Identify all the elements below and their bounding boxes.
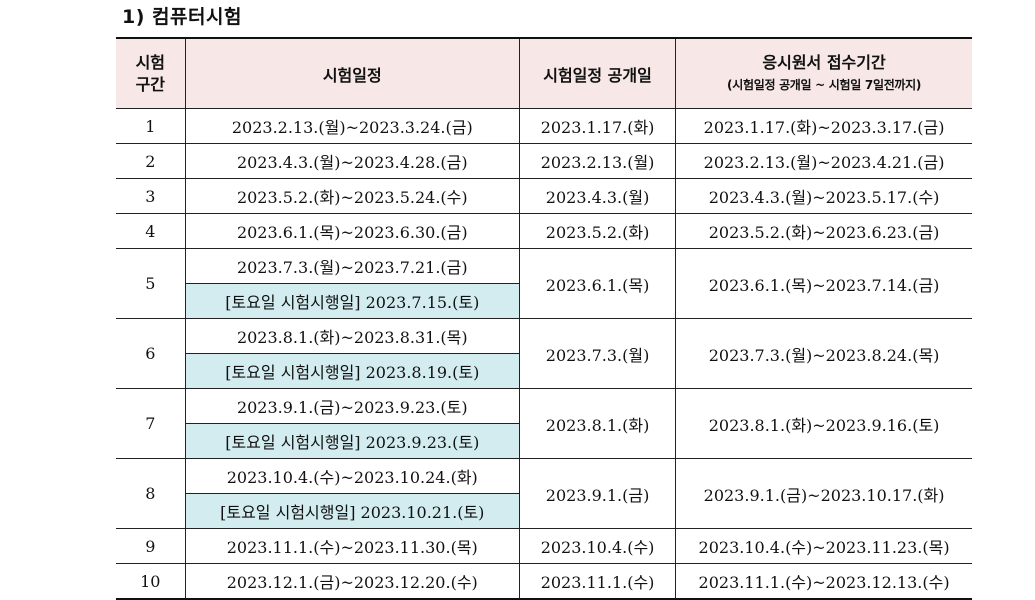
exam-schedule-cell: 2023.6.1.(목)~2023.6.30.(금) [184, 213, 520, 249]
table-row-saturday: [토요일 시험시행일] 2023.10.21.(토) [116, 493, 972, 529]
table-row: 8 2023.10.4.(수)~2023.10.24.(화) 2023.9.1.(금… [116, 458, 972, 529]
application-period-cell: 2023.10.4.(수)~2023.11.23.(목) [675, 528, 972, 564]
application-period-cell: 2023.1.17.(화)~2023.3.17.(금) [675, 108, 972, 144]
schedule-open-date-cell: 2023.10.4.(수) [518, 528, 677, 564]
table-row: 6 2023.8.1.(화)~2023.8.31.(목) 2023.7.3.(월) 2… [116, 318, 972, 389]
period-number-cell: 4 [116, 213, 186, 249]
header-exam-period: 시험 구간 [116, 37, 186, 109]
table-row-saturday: [토요일 시험시행일] 2023.9.23.(토) [116, 423, 972, 459]
exam-schedule-cell: 2023.5.2.(화)~2023.5.24.(수) [184, 178, 520, 214]
schedule-open-date-cell: 2023.1.17.(화) [518, 108, 677, 144]
schedule-open-date-cell: 2023.2.13.(월) [518, 143, 677, 179]
header-application-period: 응시원서 접수기간 (시험일정 공개일 ~ 시험일 7일전까지) [675, 37, 972, 109]
period-number-cell: 6 [116, 318, 186, 389]
table-row-saturday: [토요일 시험시행일] 2023.8.19.(토) [116, 353, 972, 389]
section-title: 1) 컴퓨터시험 [122, 6, 242, 28]
table-row: 10 2023.12.1.(금)~2023.12.20.(수) 2023.11.1.… [116, 563, 972, 600]
exam-schedule-cell: 2023.2.13.(월)~2023.3.24.(금) [184, 108, 520, 144]
application-period-cell: 2023.7.3.(월)~2023.8.24.(목) [675, 318, 972, 389]
saturday-exam-cell: [토요일 시험시행일] 2023.10.21.(토) [185, 493, 520, 529]
schedule-open-date-cell: 2023.11.1.(수) [518, 563, 677, 600]
application-period-cell: 2023.11.1.(수)~2023.12.13.(수) [675, 563, 972, 600]
schedule-open-date-cell: 2023.6.1.(목) [518, 248, 677, 319]
exam-schedule-cell: 2023.12.1.(금)~2023.12.20.(수) [184, 563, 520, 600]
period-number-cell: 2 [116, 143, 186, 179]
table-row: 3 2023.5.2.(화)~2023.5.24.(수) 2023.4.3.(월) 2… [116, 178, 972, 214]
application-period-cell: 2023.8.1.(화)~2023.9.16.(토) [675, 388, 972, 459]
table-row: 5 2023.7.3.(월)~2023.7.21.(금) 2023.6.1.(목) 2… [116, 248, 972, 319]
schedule-open-date-cell: 2023.5.2.(화) [518, 213, 677, 249]
exam-schedule-cell: 2023.10.4.(수)~2023.10.24.(화) [184, 458, 520, 494]
saturday-exam-cell: [토요일 시험시행일] 2023.7.15.(토) [185, 283, 520, 319]
header-exam-schedule: 시험일정 [184, 37, 520, 109]
header-exam-period-line2: 구간 [135, 74, 166, 94]
application-period-cell: 2023.5.2.(화)~2023.6.23.(금) [675, 213, 972, 249]
schedule-open-date-cell: 2023.9.1.(금) [518, 458, 677, 529]
period-number-cell: 9 [116, 528, 186, 564]
header-application-period-line2: (시험일정 공개일 ~ 시험일 7일전까지) [727, 77, 922, 92]
table-row: 7 2023.9.1.(금)~2023.9.23.(토) 2023.8.1.(화) 2… [116, 388, 972, 459]
application-period-cell: 2023.2.13.(월)~2023.4.21.(금) [675, 143, 972, 179]
period-number-cell: 1 [116, 108, 186, 144]
table-row: 2 2023.4.3.(월)~2023.4.28.(금) 2023.2.13.(월)… [116, 143, 972, 179]
table-row: 4 2023.6.1.(목)~2023.6.30.(금) 2023.5.2.(화) 2… [116, 213, 972, 249]
exam-schedule-cell: 2023.7.3.(월)~2023.7.21.(금) [184, 248, 520, 284]
period-number-cell: 8 [116, 458, 186, 529]
period-number-cell: 10 [116, 563, 186, 600]
exam-schedule-cell: 2023.9.1.(금)~2023.9.23.(토) [184, 388, 520, 424]
schedule-open-date-cell: 2023.8.1.(화) [518, 388, 677, 459]
schedule-open-date-cell: 2023.4.3.(월) [518, 178, 677, 214]
header-application-period-line1: 응시원서 접수기간 [762, 52, 886, 72]
exam-schedule-cell: 2023.4.3.(월)~2023.4.28.(금) [184, 143, 520, 179]
table-row: 1 2023.2.13.(월)~2023.3.24.(금) 2023.1.17.(화… [116, 108, 972, 144]
table-row: 9 2023.11.1.(수)~2023.11.30.(목) 2023.10.4.(… [116, 528, 972, 564]
application-period-cell: 2023.9.1.(금)~2023.10.17.(화) [675, 458, 972, 529]
application-period-cell: 2023.4.3.(월)~2023.5.17.(수) [675, 178, 972, 214]
saturday-exam-cell: [토요일 시험시행일] 2023.9.23.(토) [185, 423, 520, 459]
period-number-cell: 7 [116, 388, 186, 459]
saturday-exam-cell: [토요일 시험시행일] 2023.8.19.(토) [185, 353, 520, 389]
header-exam-period-line1: 시험 [135, 52, 166, 72]
exam-schedule-table: 시험 구간 시험일정 시험일정 공개일 응시원서 접수기간 (시험일정 공개일 … [116, 37, 972, 600]
period-number-cell: 5 [116, 248, 186, 319]
header-schedule-open-date: 시험일정 공개일 [518, 37, 677, 109]
exam-schedule-cell: 2023.8.1.(화)~2023.8.31.(목) [184, 318, 520, 354]
period-number-cell: 3 [116, 178, 186, 214]
table-body: 1 2023.2.13.(월)~2023.3.24.(금) 2023.1.17.(화… [116, 108, 972, 600]
header-row: 시험 구간 시험일정 시험일정 공개일 응시원서 접수기간 (시험일정 공개일 … [116, 37, 972, 109]
schedule-open-date-cell: 2023.7.3.(월) [518, 318, 677, 389]
exam-schedule-cell: 2023.11.1.(수)~2023.11.30.(목) [184, 528, 520, 564]
table-row-saturday: [토요일 시험시행일] 2023.7.15.(토) [116, 283, 972, 319]
application-period-cell: 2023.6.1.(목)~2023.7.14.(금) [675, 248, 972, 319]
